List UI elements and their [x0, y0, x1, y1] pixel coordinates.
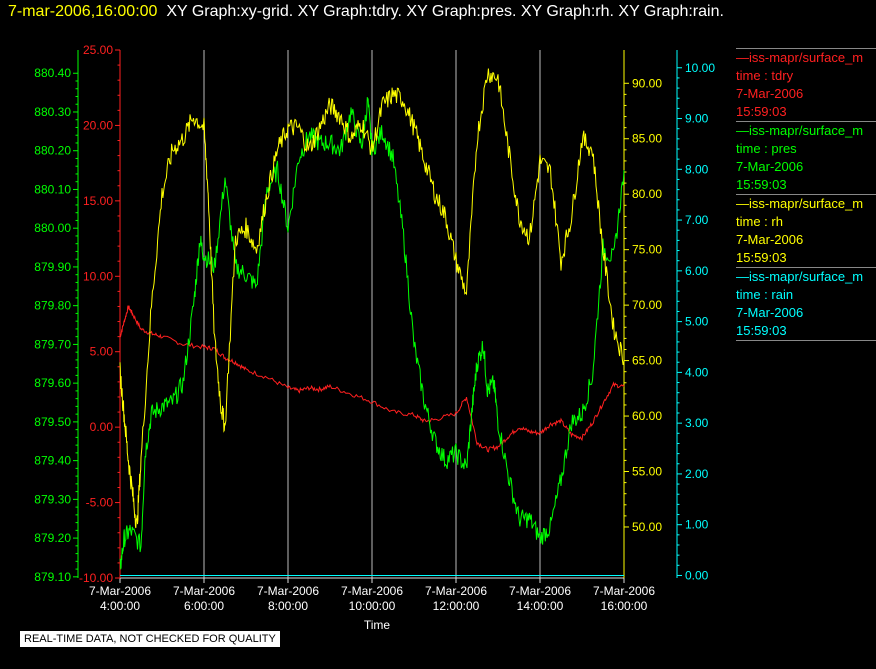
- legend-time: 15:59:03: [736, 323, 787, 338]
- x-axis-title: Time: [364, 618, 391, 632]
- rh-tick-label: 90.00: [632, 76, 662, 90]
- pres-tick-label: 880.40: [34, 66, 71, 80]
- tdry-tick-label: 0.00: [90, 420, 114, 434]
- tdry-tick-label: 10.00: [83, 269, 113, 283]
- rh-tick-label: 50.00: [632, 520, 662, 534]
- x-tick-label-date: 7-Mar-2006: [257, 584, 319, 598]
- x-tick-label-date: 7-Mar-2006: [509, 584, 571, 598]
- x-tick-label-time: 12:00:00: [433, 599, 480, 613]
- legend-source: —iss-mapr/surface_m: [736, 50, 864, 65]
- legend-time: 15:59:03: [736, 177, 787, 192]
- legend-variable: time : rain: [736, 287, 794, 302]
- rh-tick-label: 85.00: [632, 132, 662, 146]
- rain-tick-label: 5.00: [685, 315, 709, 329]
- legend-date: 7-Mar-2006: [736, 159, 804, 174]
- tdry-tick-label: 25.00: [83, 43, 113, 57]
- rh-tick-label: 60.00: [632, 409, 662, 423]
- header-timestamp: 7-mar-2006,16:00:00: [8, 3, 158, 20]
- rain-tick-label: 6.00: [685, 264, 709, 278]
- legend-source: —iss-mapr/surface_m: [736, 196, 864, 211]
- x-tick-label-time: 6:00:00: [184, 599, 224, 613]
- rain-tick-label: 7.00: [685, 213, 709, 227]
- x-tick-label-date: 7-Mar-2006: [341, 584, 403, 598]
- rh-series-line: [119, 68, 625, 529]
- legend-item-rh: —iss-mapr/surface_m time : rh 7-Mar-2006…: [736, 194, 876, 267]
- x-tick-label-date: 7-Mar-2006: [425, 584, 487, 598]
- legend-date: 7-Mar-2006: [736, 86, 804, 101]
- legend-item-tdry: —iss-mapr/surface_m time : tdry 7-Mar-20…: [736, 48, 876, 121]
- legend-time: 15:59:03: [736, 104, 787, 119]
- x-tick-label-time: 16:00:00: [601, 599, 648, 613]
- tdry-tick-label: 20.00: [83, 118, 113, 132]
- x-tick-label-date: 7-Mar-2006: [173, 584, 235, 598]
- rain-tick-label: 10.00: [685, 61, 715, 75]
- legend-item-pres: —iss-mapr/surface_m time : pres 7-Mar-20…: [736, 121, 876, 194]
- legend: —iss-mapr/surface_m time : tdry 7-Mar-20…: [736, 48, 876, 341]
- pres-tick-label: 880.10: [34, 182, 71, 196]
- pres-tick-label: 880.30: [34, 105, 71, 119]
- legend-variable: time : tdry: [736, 68, 794, 83]
- rain-tick-label: 9.00: [685, 112, 709, 126]
- pres-tick-label: 879.40: [34, 454, 71, 468]
- pres-tick-label: 879.80: [34, 299, 71, 313]
- legend-variable: time : pres: [736, 141, 797, 156]
- graph-header: 7-mar-2006,16:00:00 XY Graph:xy-grid. XY…: [8, 3, 724, 21]
- rh-tick-label: 55.00: [632, 465, 662, 479]
- rh-tick-label: 75.00: [632, 243, 662, 257]
- rh-tick-label: 70.00: [632, 298, 662, 312]
- pres-tick-label: 879.50: [34, 415, 71, 429]
- pres-tick-label: 879.60: [34, 376, 71, 390]
- legend-source: —iss-mapr/surface_m: [736, 123, 864, 138]
- header-graph-list: XY Graph:xy-grid. XY Graph:tdry. XY Grap…: [166, 3, 724, 20]
- tdry-tick-label: 5.00: [90, 345, 114, 359]
- x-tick-label-date: 7-Mar-2006: [593, 584, 655, 598]
- tdry-series-line: [119, 305, 625, 453]
- rain-tick-label: 8.00: [685, 162, 709, 176]
- rain-tick-label: 4.00: [685, 365, 709, 379]
- x-tick-label-time: 8:00:00: [268, 599, 308, 613]
- rain-tick-label: 3.00: [685, 416, 709, 430]
- x-tick-label-time: 4:00:00: [100, 599, 140, 613]
- x-tick-label-time: 14:00:00: [517, 599, 564, 613]
- rh-tick-label: 80.00: [632, 187, 662, 201]
- pres-tick-label: 879.20: [34, 531, 71, 545]
- pres-tick-label: 879.10: [34, 570, 71, 584]
- x-tick-label-time: 10:00:00: [349, 599, 396, 613]
- pres-tick-label: 879.90: [34, 260, 71, 274]
- x-tick-label-date: 7-Mar-2006: [89, 584, 151, 598]
- tdry-tick-label: -5.00: [86, 496, 114, 510]
- legend-variable: time : rh: [736, 214, 783, 229]
- legend-item-rain: —iss-mapr/surface_m time : rain 7-Mar-20…: [736, 267, 876, 340]
- rain-tick-label: 2.00: [685, 467, 709, 481]
- pres-series-line: [119, 97, 625, 570]
- rain-tick-label: 0.00: [685, 568, 709, 582]
- pres-tick-label: 880.20: [34, 144, 71, 158]
- legend-source: —iss-mapr/surface_m: [736, 269, 864, 284]
- tdry-tick-label: -10.00: [79, 571, 113, 585]
- legend-divider: [736, 340, 876, 341]
- pres-tick-label: 880.00: [34, 221, 71, 235]
- quality-notice: REAL-TIME DATA, NOT CHECKED FOR QUALITY: [20, 631, 280, 647]
- pres-tick-label: 879.30: [34, 492, 71, 506]
- tdry-tick-label: 15.00: [83, 194, 113, 208]
- legend-time: 15:59:03: [736, 250, 787, 265]
- legend-date: 7-Mar-2006: [736, 305, 804, 320]
- legend-date: 7-Mar-2006: [736, 232, 804, 247]
- rh-tick-label: 65.00: [632, 354, 662, 368]
- pres-tick-label: 879.70: [34, 337, 71, 351]
- rain-tick-label: 1.00: [685, 518, 709, 532]
